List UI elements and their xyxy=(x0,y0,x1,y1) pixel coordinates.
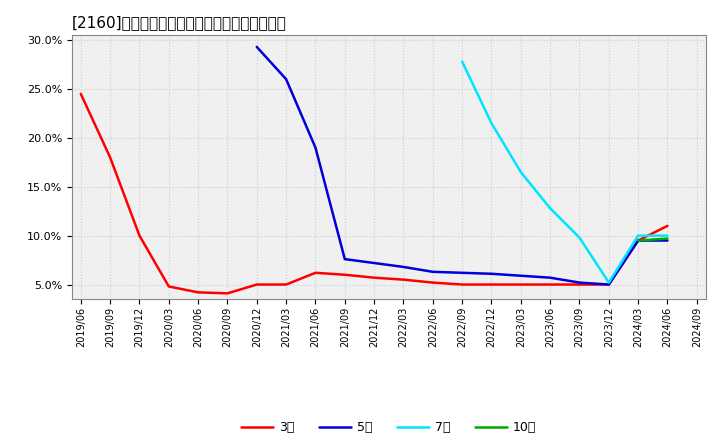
3年 xyxy=(341,272,349,277)
3年 xyxy=(663,223,672,228)
3年 xyxy=(282,282,290,287)
3年 xyxy=(164,284,173,289)
Line: 10年: 10年 xyxy=(638,238,667,241)
Legend: 3年, 5年, 7年, 10年: 3年, 5年, 7年, 10年 xyxy=(236,416,541,439)
3年 xyxy=(76,91,85,96)
5年 xyxy=(370,260,379,266)
3年 xyxy=(516,282,525,287)
Text: [2160]　当期純利益マージンの標準偏差の推移: [2160] 当期純利益マージンの標準偏差の推移 xyxy=(72,15,287,30)
7年 xyxy=(663,233,672,238)
3年 xyxy=(605,282,613,287)
5年 xyxy=(516,273,525,279)
5年 xyxy=(663,238,672,243)
Line: 5年: 5年 xyxy=(257,47,667,285)
5年 xyxy=(458,270,467,275)
5年 xyxy=(605,282,613,287)
3年 xyxy=(546,282,554,287)
3年 xyxy=(106,155,114,160)
5年 xyxy=(282,77,290,82)
10年 xyxy=(663,236,672,241)
5年 xyxy=(311,145,320,150)
5年 xyxy=(253,44,261,50)
3年 xyxy=(575,282,584,287)
3年 xyxy=(428,280,437,285)
7年 xyxy=(575,235,584,240)
5年 xyxy=(341,257,349,262)
5年 xyxy=(487,271,496,276)
10年 xyxy=(634,238,642,243)
7年 xyxy=(487,121,496,126)
3年 xyxy=(487,282,496,287)
5年 xyxy=(575,280,584,285)
3年 xyxy=(253,282,261,287)
7年 xyxy=(605,280,613,285)
7年 xyxy=(634,233,642,238)
3年 xyxy=(458,282,467,287)
3年 xyxy=(634,238,642,243)
7年 xyxy=(516,169,525,175)
3年 xyxy=(194,290,202,295)
5年 xyxy=(428,269,437,275)
5年 xyxy=(399,264,408,270)
7年 xyxy=(546,205,554,211)
3年 xyxy=(311,270,320,275)
3年 xyxy=(399,277,408,282)
3年 xyxy=(370,275,379,280)
5年 xyxy=(546,275,554,280)
3年 xyxy=(223,291,232,296)
Line: 3年: 3年 xyxy=(81,94,667,293)
3年 xyxy=(135,233,144,238)
5年 xyxy=(634,238,642,243)
Line: 7年: 7年 xyxy=(462,62,667,282)
7年 xyxy=(458,59,467,64)
